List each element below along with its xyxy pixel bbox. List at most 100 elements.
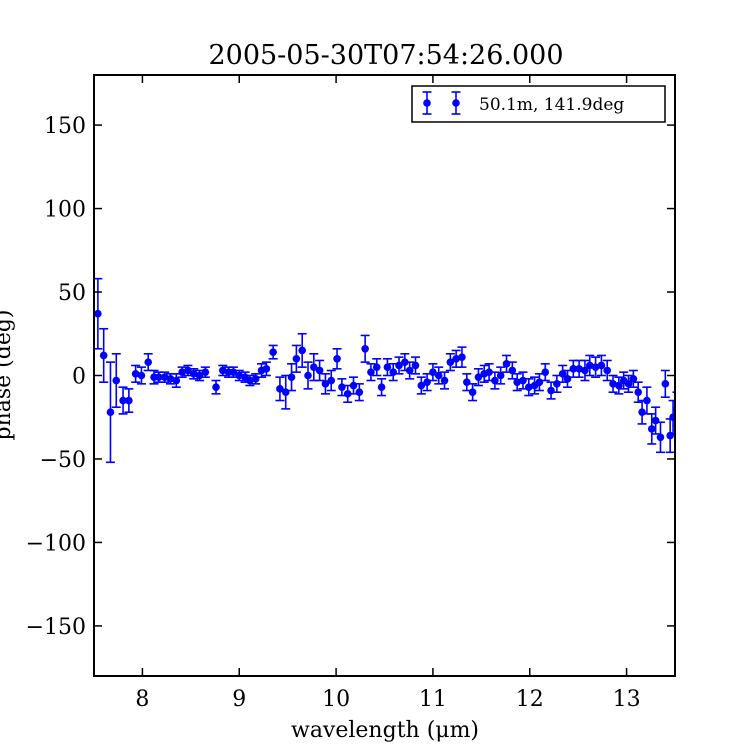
data-point xyxy=(281,374,291,410)
point-marker xyxy=(395,361,403,370)
data-point xyxy=(360,334,370,363)
data-point xyxy=(602,359,612,382)
x-tick-label: 10 xyxy=(322,687,350,712)
data-point xyxy=(261,361,271,377)
data-point xyxy=(171,373,181,388)
point-marker xyxy=(524,383,533,391)
data-point xyxy=(428,363,438,382)
plot-area xyxy=(94,277,675,464)
point-marker xyxy=(585,361,594,370)
point-marker xyxy=(629,375,638,383)
data-point xyxy=(143,352,153,372)
point-marker xyxy=(235,371,244,380)
data-point xyxy=(416,376,426,395)
point-marker xyxy=(638,408,646,417)
point-marker xyxy=(615,381,623,390)
point-marker xyxy=(343,390,352,398)
point-marker xyxy=(377,383,386,391)
data-point xyxy=(268,344,278,360)
legend-marker xyxy=(422,91,461,115)
data-point xyxy=(320,373,330,395)
y-axis: 150 100 50 0 −50 −100 −150 xyxy=(26,114,675,640)
data-point xyxy=(200,366,210,378)
point-marker xyxy=(458,353,466,361)
point-marker xyxy=(485,368,493,376)
point-marker xyxy=(304,371,312,380)
data-point xyxy=(507,361,517,380)
data-point xyxy=(462,373,472,392)
point-marker xyxy=(401,358,409,366)
point-marker xyxy=(417,381,426,390)
data-point xyxy=(633,381,643,404)
point-marker xyxy=(651,416,660,425)
data-point xyxy=(637,399,647,425)
x-axis: 8 9 10 11 12 13 xyxy=(135,75,641,712)
data-point xyxy=(591,356,601,378)
data-point xyxy=(655,421,665,454)
point-marker xyxy=(624,380,633,388)
data-point xyxy=(518,371,528,390)
data-point xyxy=(372,358,382,377)
point-marker xyxy=(558,370,567,378)
y-tick-label: 0 xyxy=(72,365,86,390)
x-tick-label: 9 xyxy=(232,687,246,712)
point-marker xyxy=(575,365,583,373)
point-marker xyxy=(321,380,330,388)
x-tick-label: 12 xyxy=(516,687,544,712)
point-marker xyxy=(502,360,511,368)
point-marker xyxy=(349,381,358,390)
data-point xyxy=(614,376,624,395)
data-point xyxy=(651,406,661,435)
point-marker xyxy=(513,378,521,386)
x-tick-label: 8 xyxy=(135,687,149,712)
point-marker xyxy=(535,378,544,386)
data-point xyxy=(596,354,606,377)
y-tick-label: 100 xyxy=(44,198,86,223)
data-point xyxy=(660,369,670,399)
data-point xyxy=(160,371,170,383)
legend: 50.1m, 141.9deg xyxy=(411,85,666,123)
data-point xyxy=(405,361,415,380)
point-marker xyxy=(372,363,381,371)
point-marker xyxy=(411,361,420,370)
data-point xyxy=(558,364,568,383)
point-marker xyxy=(496,371,505,380)
data-point xyxy=(326,369,336,392)
point-marker xyxy=(429,368,437,376)
data-point xyxy=(400,352,410,372)
point-marker xyxy=(131,370,140,378)
point-marker xyxy=(327,376,336,385)
point-marker xyxy=(106,408,115,417)
point-marker xyxy=(172,376,181,385)
data-point xyxy=(440,371,450,390)
point-marker xyxy=(125,396,133,405)
data-point xyxy=(628,369,638,388)
data-point xyxy=(524,378,534,397)
point-marker xyxy=(160,373,169,381)
point-marker xyxy=(463,378,471,386)
point-marker xyxy=(333,355,341,363)
y-tick-label: 50 xyxy=(58,281,86,306)
data-point xyxy=(496,366,506,385)
data-point xyxy=(287,363,297,392)
data-point xyxy=(234,369,244,382)
legend-label: 50.1m, 141.9deg xyxy=(479,95,624,115)
data-point xyxy=(354,383,364,402)
data-point xyxy=(473,368,483,387)
data-point xyxy=(105,361,115,464)
point-marker xyxy=(569,365,578,373)
data-point xyxy=(468,383,478,402)
point-marker xyxy=(137,371,146,380)
point-marker xyxy=(281,388,290,396)
data-point xyxy=(303,361,313,390)
data-point xyxy=(291,344,301,373)
point-marker xyxy=(112,376,121,385)
point-marker xyxy=(178,368,186,376)
point-marker xyxy=(292,355,301,363)
point-marker xyxy=(405,366,414,375)
data-point xyxy=(394,356,404,375)
point-marker xyxy=(643,396,651,405)
data-point xyxy=(343,384,353,404)
y-tick-label: −150 xyxy=(26,615,86,640)
point-marker xyxy=(468,388,477,396)
